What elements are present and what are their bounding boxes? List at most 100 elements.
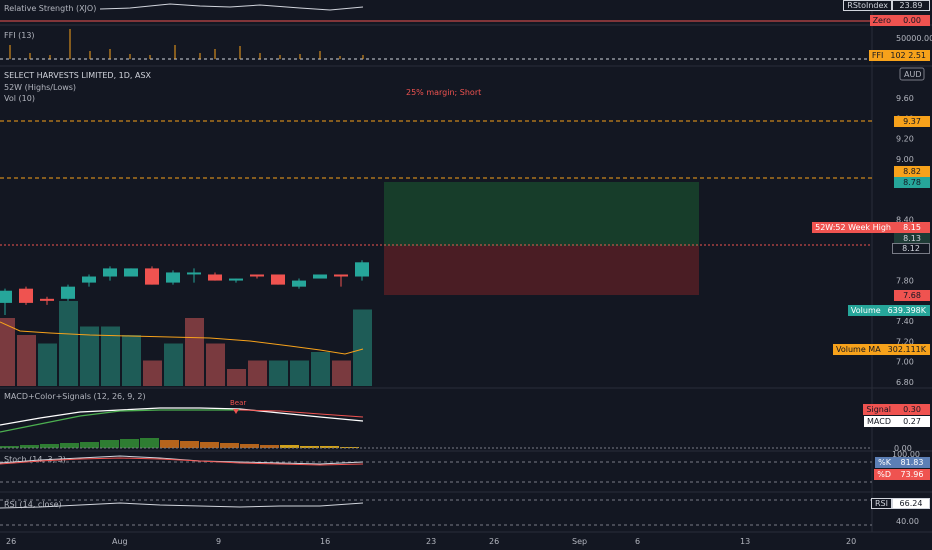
chart-annotation[interactable]: 25% margin; Short	[406, 88, 481, 97]
time-tick: Sep	[572, 537, 587, 546]
time-tick: 23	[426, 537, 436, 546]
badge-name: RStoIndex	[843, 0, 892, 11]
time-axis[interactable]: 26 Aug 9 16 23 26 Sep 6 13 20	[6, 537, 856, 546]
macd-hist-bar	[320, 446, 339, 448]
badge-name: RSI	[871, 498, 892, 509]
macd-title[interactable]: MACD+Color+Signals (12, 26, 9, 2)	[4, 392, 146, 401]
price-tick: 7.00	[896, 358, 914, 367]
time-tick: 9	[216, 537, 221, 546]
macd-hist-bar	[280, 445, 299, 448]
candle-body[interactable]	[40, 298, 54, 301]
axis-badge-813[interactable]: 8.13	[894, 233, 930, 244]
axis-badge-878[interactable]: 8.78	[894, 177, 930, 188]
currency-badge[interactable]	[899, 67, 925, 81]
badge-value: 8.12	[892, 243, 930, 254]
macd-hist-bar	[60, 443, 79, 448]
axis-badge-rs[interactable]: RStoIndex 23.89	[843, 0, 930, 11]
ffi-title: FFI (13)	[4, 31, 35, 40]
signal-line	[239, 409, 364, 418]
macd-hist-bar	[180, 441, 199, 448]
indicator-52w-title[interactable]: 52W (Highs/Lows)	[4, 83, 76, 92]
stoch-d-line	[0, 457, 364, 466]
volume-bar	[101, 326, 120, 386]
badge-value: 0.30	[894, 404, 930, 415]
volume-bar	[311, 352, 330, 386]
candle-body[interactable]	[313, 274, 327, 279]
rsi-tick: 40.00	[896, 517, 919, 526]
axis-badge-ffi[interactable]: FFI 102 2.51	[868, 50, 930, 61]
axis-badge-macd[interactable]: MACD 0.27	[864, 416, 930, 427]
macd-hist-bar	[120, 439, 139, 448]
time-tick: 13	[740, 537, 750, 546]
macd-hist-bar	[240, 444, 259, 448]
loss-zone[interactable]	[384, 246, 699, 295]
axis-badge-signal[interactable]: Signal 0.30	[863, 404, 930, 415]
axis-badge-rsi[interactable]: RSI 66.24	[871, 498, 930, 509]
macd-hist-bar	[200, 442, 219, 448]
candle-body[interactable]	[187, 272, 201, 275]
axis-badge-vol[interactable]: Volume 639.398K	[847, 305, 930, 316]
badge-value: 102 2.51	[886, 50, 930, 61]
candle-body[interactable]	[61, 286, 75, 299]
candle-body[interactable]	[355, 262, 369, 277]
candle-body[interactable]	[208, 274, 222, 281]
rs-title[interactable]: Relative Strength (XJO)	[4, 4, 97, 13]
volume-bar	[227, 369, 246, 386]
candle-body[interactable]	[334, 274, 348, 277]
badge-name: 52W:52 Week High	[812, 222, 894, 233]
volume-bar	[0, 318, 15, 386]
axis-badge-768[interactable]: 7.68	[894, 290, 930, 301]
price-tick: 7.20	[896, 337, 914, 346]
badge-value: 73.96	[894, 469, 930, 480]
macd-hist-bar	[260, 445, 279, 448]
price-tick: 9.00	[896, 155, 914, 164]
candle-body[interactable]	[166, 272, 180, 283]
macd-hist-bar	[40, 444, 59, 448]
badge-value: 7.68	[894, 290, 930, 301]
axis-badge-k[interactable]: %K 81.83	[875, 457, 930, 468]
axis-badge-882[interactable]: 8.82	[894, 166, 930, 177]
axis-badge-d[interactable]: %D 73.96	[874, 469, 930, 480]
candle-body[interactable]	[229, 278, 243, 281]
axis-badge-zero[interactable]: Zero 0.00	[869, 15, 930, 26]
volume-bar	[143, 360, 162, 386]
badge-value: 8.13	[894, 233, 930, 244]
volume-bar	[38, 343, 57, 386]
badge-name: Volume	[847, 305, 884, 316]
stoch-title[interactable]: Stoch (14, 3, 3)	[4, 455, 66, 464]
badge-value: 81.83	[894, 457, 930, 468]
macd-hist-bar	[140, 438, 159, 448]
candle-body[interactable]	[250, 274, 264, 277]
macd-line	[0, 407, 364, 426]
candle-body[interactable]	[145, 268, 159, 285]
axis-badge-w52[interactable]: 52W:52 Week High 8.15	[812, 222, 930, 233]
candle-body[interactable]	[82, 276, 96, 283]
candle-body[interactable]	[19, 288, 33, 303]
volume-bar	[332, 360, 351, 386]
axis-badge-volma[interactable]: Volume MA 302.111K	[833, 344, 930, 355]
rsi-title[interactable]: RSI (14, close)	[4, 500, 62, 509]
axis-badge-937[interactable]: 9.37	[894, 116, 930, 127]
volume-bar	[59, 301, 78, 386]
candle-body[interactable]	[124, 268, 138, 277]
stoch-top-tick: 100.00	[892, 450, 920, 459]
time-tick: Aug	[112, 537, 128, 546]
volume-bar	[206, 343, 225, 386]
axis-badge-812[interactable]: 8.12	[892, 243, 930, 254]
candle-body[interactable]	[103, 268, 117, 277]
badge-value: 66.24	[892, 498, 930, 509]
volume-bar	[122, 335, 141, 386]
profit-zone[interactable]	[384, 182, 699, 246]
indicator-vol-title[interactable]: Vol (10)	[4, 94, 35, 103]
symbol-title[interactable]: SELECT HARVESTS LIMITED, 1D, ASX	[4, 71, 152, 80]
candle-body[interactable]	[271, 274, 285, 285]
ffi-bars	[9, 29, 364, 59]
bear-label: Bear	[230, 399, 246, 407]
candle-body[interactable]	[292, 280, 306, 287]
candlesticks[interactable]	[0, 260, 369, 316]
candle-body[interactable]	[0, 290, 12, 303]
macd-zero-tick: 0.00	[894, 444, 912, 453]
macd-hist-bar	[80, 442, 99, 448]
macd-hist-bar	[300, 446, 319, 448]
